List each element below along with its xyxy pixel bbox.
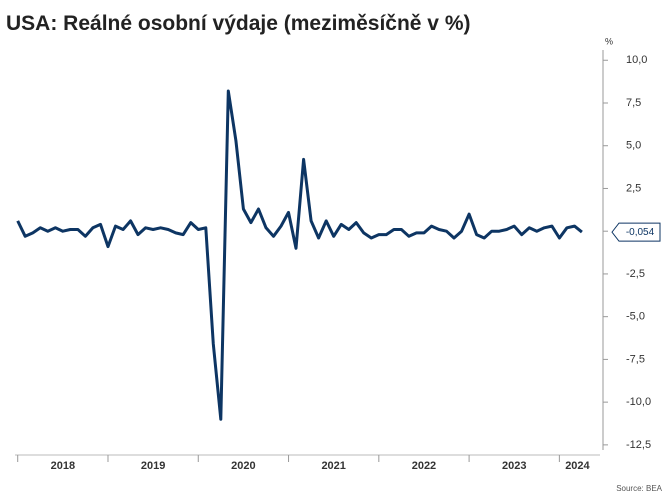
y-tick-label: -10,0 (626, 396, 651, 408)
x-tick-label: 2021 (321, 460, 345, 472)
x-tick-label: 2022 (412, 460, 436, 472)
x-tick-label: 2019 (141, 460, 165, 472)
y-unit: % (605, 36, 613, 46)
chart-title: USA: Reálné osobní výdaje (meziměsíčně v… (6, 12, 470, 35)
line (16, 89, 583, 421)
y-tick-label: 5,0 (626, 140, 641, 152)
y-tick-label: -2,5 (626, 268, 645, 280)
y-tick-label: 10,0 (626, 54, 647, 66)
y-tick-label: -5,0 (626, 311, 645, 323)
value-callout (611, 222, 661, 242)
x-tick-label: 2024 (565, 460, 590, 472)
x-tick-label: 2018 (51, 460, 75, 472)
y-tick-label: -12,5 (626, 439, 651, 451)
x-tick-label: 2023 (502, 460, 526, 472)
y-tick-label: -7,5 (626, 353, 645, 365)
y-tick-label: 7,5 (626, 97, 641, 109)
x-tick-label: 2020 (231, 460, 255, 472)
y-tick-label: 2,5 (626, 182, 641, 194)
value-label: -0,054 (626, 227, 655, 238)
source: Source: BEA (616, 484, 662, 493)
